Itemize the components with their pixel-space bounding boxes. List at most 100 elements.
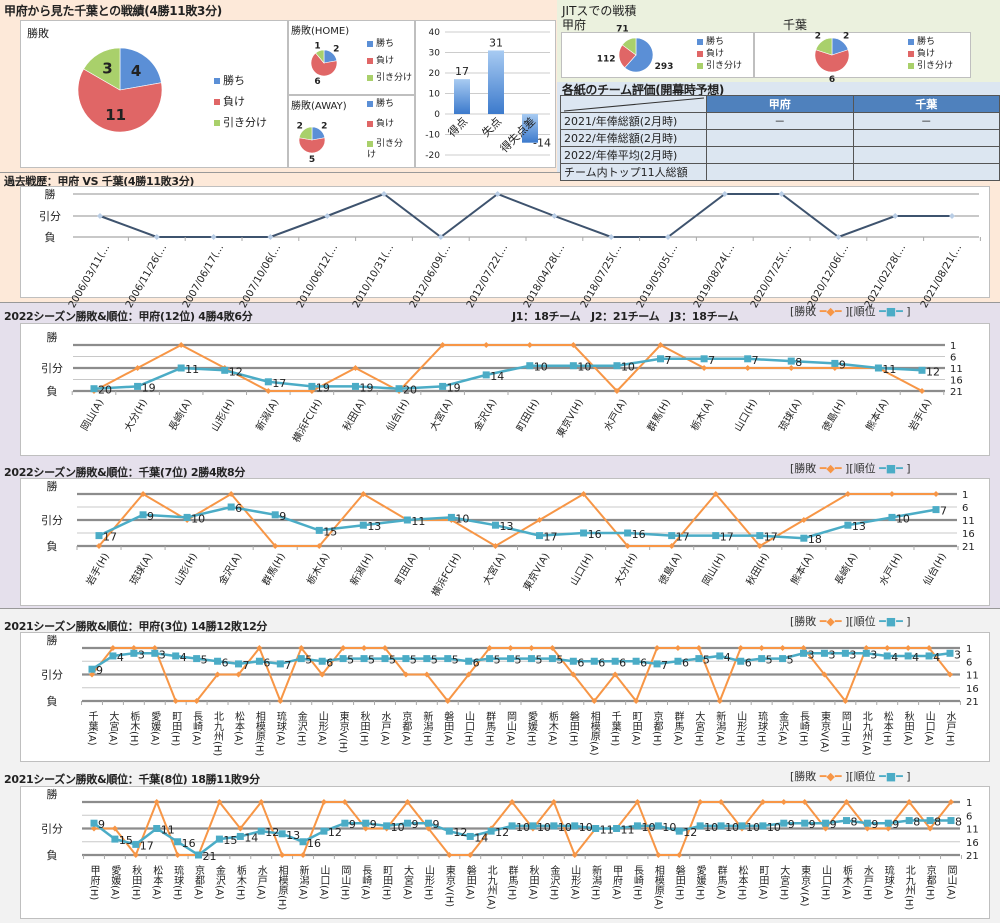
category-label: 金沢(H): [295, 711, 307, 747]
category-label: 栃木(A): [840, 865, 852, 900]
legend-result-label: [勝敗: [790, 462, 817, 475]
category-label: 長崎(A): [190, 711, 202, 746]
category-label: 愛媛(A): [108, 865, 120, 900]
category-label: 北九州(H): [903, 865, 915, 911]
season-title: 2022シーズン勝敗&順位：千葉(7位) 2勝4敗8分: [4, 466, 246, 479]
result-legend-icon: ━◆━: [819, 770, 842, 783]
category-label: 金沢(A): [213, 865, 225, 900]
category-label: 松本(H): [735, 865, 747, 901]
season-chart-panel: [20, 323, 990, 456]
category-label: 愛媛(A): [148, 711, 160, 746]
category-label: 千葉(A): [86, 711, 97, 746]
history-chart-panel: [20, 186, 990, 298]
category-label: 松本(A): [232, 711, 244, 746]
result-legend-icon: ━◆━: [819, 462, 842, 475]
legend-result-label: [勝敗: [790, 770, 817, 783]
result-legend-icon: ━◆━: [819, 305, 842, 318]
category-label: 秋田(H): [358, 711, 370, 747]
category-label: 愛媛(H): [525, 711, 537, 747]
category-label: 新潟(A): [297, 865, 309, 900]
category-label: 琉球(A): [274, 711, 286, 746]
column-header-chiba: 千葉: [852, 95, 1000, 113]
category-label: 新潟(H): [420, 711, 432, 747]
category-label: 東京V(H): [443, 865, 455, 908]
table-row: 2022/年俸平均(2月時): [560, 146, 1000, 164]
category-label: 磐田(H): [567, 711, 579, 747]
home-pie-legend: 勝ち 負け 引き分け: [367, 36, 412, 87]
category-label: 栃木(H): [234, 865, 246, 901]
category-label: 水戸(H): [944, 711, 955, 747]
category-label: 山口(A): [317, 865, 329, 900]
chart-legend: [勝敗 ━◆━ ][順位 ━■━ ]: [790, 303, 911, 319]
category-label: 琉球(H): [171, 865, 183, 901]
category-label: 山口(H): [819, 865, 831, 901]
category-label: 京都(A): [399, 711, 411, 746]
rank-legend-icon: ━■━: [879, 305, 903, 318]
category-label: 岡山(A): [945, 865, 956, 900]
category-label: 新潟(A): [713, 711, 725, 746]
category-label: 金沢(H): [547, 865, 559, 901]
legend-rank-label: ][順位: [845, 462, 876, 475]
category-label: 相模原(H): [253, 711, 265, 757]
category-label: 北九州(A): [860, 711, 872, 756]
category-label: 相模原(A): [652, 865, 664, 910]
category-label: 大宮(H): [692, 711, 704, 747]
category-label: 北九州(A): [485, 865, 497, 910]
history-title: 過去戦歴：甲府 VS 千葉(4勝11敗3分): [4, 175, 195, 188]
category-label: 松本(A): [150, 865, 162, 900]
category-label: 山形(A): [568, 865, 580, 900]
category-label: 岡山(A): [504, 711, 516, 746]
category-label: 山形(A): [316, 711, 328, 746]
category-label: 水戸(H): [861, 865, 873, 901]
column-header-kofu: 甲府: [706, 95, 854, 113]
jits-kofu-legend: 勝ち 負け 引き分け: [697, 36, 742, 72]
category-label: 甲府(A): [610, 865, 622, 900]
legend-close: ]: [906, 462, 911, 475]
category-label: 東京V(A): [798, 865, 810, 907]
home-pie-title: 勝敗(HOME): [291, 26, 350, 37]
corner-cell: [560, 95, 707, 113]
jits-kofu-pie-panel: [561, 32, 754, 78]
category-label: 磐田(H): [673, 865, 685, 901]
category-label: 長崎(A): [359, 865, 371, 900]
rank-legend-icon: ━■━: [879, 615, 903, 628]
category-label: 琉球(H): [755, 711, 767, 747]
table-row: チーム内トップ11人総額: [560, 163, 1000, 181]
jits-chiba-legend: 勝ち 負け 引き分け: [908, 36, 953, 72]
category-label: 相模原(H): [276, 865, 288, 911]
category-label: 愛媛(H): [694, 865, 706, 901]
table-row: 2022/年俸総額(2月時): [560, 129, 1000, 147]
category-label: 金沢(A): [776, 711, 788, 746]
category-label: 大宮(H): [777, 865, 789, 901]
away-pie-legend: 勝ち 負け 引き分け: [367, 99, 404, 160]
category-label: 群馬(A): [671, 711, 683, 746]
main-pie-title: 勝敗: [27, 27, 49, 40]
away-pie-title: 勝敗(AWAY): [291, 101, 347, 112]
category-label: 長崎(H): [631, 865, 643, 901]
category-label: 京都(A): [192, 865, 204, 900]
legend-rank-label: ][順位: [845, 305, 876, 318]
evaluation-table: 甲府 千葉 2021/年俸総額(2月時) －－ 2022/年俸総額(2月時) 20…: [560, 95, 1000, 181]
category-label: 岡山(H): [839, 711, 851, 747]
category-label: 東京V(H): [337, 711, 349, 754]
season-chart-panel: [20, 478, 990, 606]
category-label: 京都(H): [651, 711, 663, 747]
table-row: 2021/年俸総額(2月時) －－: [560, 112, 1000, 130]
category-label: 山口(H): [462, 711, 474, 747]
category-label: 東京V(A): [818, 711, 830, 753]
legend-rank-label: ][順位: [845, 770, 876, 783]
category-label: 秋田(A): [902, 711, 914, 746]
category-label: 磐田(A): [441, 711, 453, 746]
jits-chiba-label: 千葉: [783, 18, 808, 32]
category-label: 町田(H): [380, 865, 392, 901]
category-label: 水戸(A): [255, 865, 267, 900]
league-team-counts: J1：18チーム J2：21チーム J3：18チーム: [512, 310, 739, 323]
chart-legend: [勝敗 ━◆━ ][順位 ━■━ ]: [790, 768, 911, 784]
category-label: 群馬(H): [506, 865, 518, 901]
season-title: 2021シーズン勝敗&順位：千葉(8位) 18勝11敗9分: [4, 773, 260, 786]
chart-legend: [勝敗 ━◆━ ][順位 ━■━ ]: [790, 613, 911, 629]
legend-close: ]: [906, 615, 911, 628]
category-label: 群馬(A): [715, 865, 727, 900]
legend-close: ]: [906, 770, 911, 783]
